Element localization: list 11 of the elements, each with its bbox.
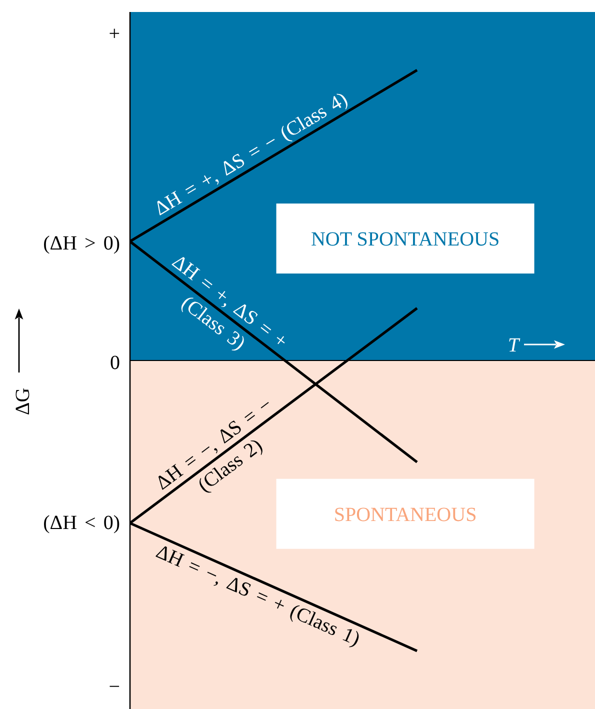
text: −	[108, 676, 120, 698]
text: ΔH = +, ΔS = − (Class 4)	[150, 88, 352, 220]
text: +	[108, 22, 120, 45]
text: 0	[110, 352, 120, 374]
text: (ΔH < 0)	[43, 512, 120, 534]
text: ΔH = −, ΔS = + (Class 1)	[152, 540, 364, 650]
band-label: SPONTANEOUS	[334, 504, 477, 526]
text: (ΔH > 0)	[43, 232, 120, 255]
x-axis-title: T	[508, 334, 521, 356]
y-axis-title: ΔG	[12, 388, 34, 416]
band-label: NOT SPONTANEOUS	[310, 228, 500, 251]
